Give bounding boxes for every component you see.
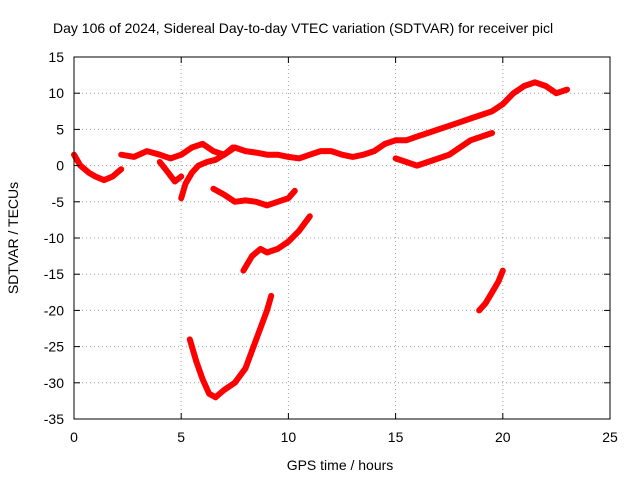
y-tick-label: -10 xyxy=(44,230,64,246)
series-arc-g xyxy=(186,292,275,401)
series-arc-e xyxy=(210,185,298,209)
y-tick-label: 10 xyxy=(48,85,64,101)
chart-title: Day 106 of 2024, Sidereal Day-to-day VTE… xyxy=(53,20,553,36)
y-axis-label: SDTVAR / TECUs xyxy=(5,182,21,294)
series-arc-f xyxy=(240,213,313,274)
y-tick-label: 15 xyxy=(48,49,64,65)
y-tick-label: -35 xyxy=(44,411,64,427)
y-tick-label: -25 xyxy=(44,339,64,355)
y-tick-label: 0 xyxy=(56,158,64,174)
series-arc-a xyxy=(71,151,125,184)
x-tick-label: 10 xyxy=(281,429,297,445)
grid xyxy=(74,57,610,419)
y-tick-label: -5 xyxy=(52,194,65,210)
series-arc-b xyxy=(118,79,571,162)
series-arc-d xyxy=(178,144,236,202)
x-tick-label: 15 xyxy=(388,429,404,445)
x-tick-label: 20 xyxy=(495,429,511,445)
y-tick-label: -20 xyxy=(44,302,64,318)
y-tick-label: -30 xyxy=(44,375,64,391)
series-arc-i xyxy=(476,267,506,314)
x-tick-label: 25 xyxy=(602,429,618,445)
series-arc-c xyxy=(156,159,185,185)
x-axis-label: GPS time / hours xyxy=(287,457,394,473)
data-series-group xyxy=(71,79,571,401)
x-tick-label: 0 xyxy=(70,429,78,445)
series-arc-h xyxy=(392,130,496,169)
axis-ticks: 0 5 10 15 20 25 -35 -30 -25 -20 -15 -10 -5 0 5 10 15 xyxy=(44,49,618,445)
y-tick-label: -15 xyxy=(44,266,64,282)
x-tick-label: 5 xyxy=(177,429,185,445)
y-tick-label: 5 xyxy=(56,121,64,137)
